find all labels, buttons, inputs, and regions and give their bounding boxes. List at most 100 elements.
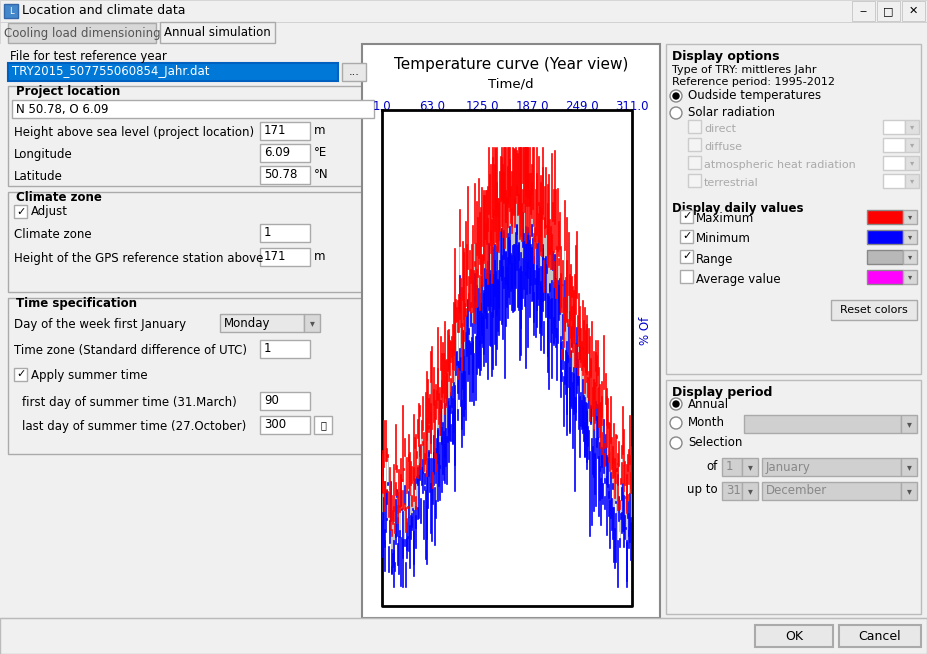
Text: N 50.78, O 6.09: N 50.78, O 6.09 xyxy=(16,103,108,116)
Bar xyxy=(8,86,378,186)
Bar xyxy=(852,1,875,21)
Bar xyxy=(903,270,917,284)
Bar xyxy=(903,230,917,244)
Text: ✕: ✕ xyxy=(908,6,918,16)
Bar xyxy=(867,270,903,284)
Text: Time zone (Standard difference of UTC): Time zone (Standard difference of UTC) xyxy=(14,344,247,357)
Text: Latitude: Latitude xyxy=(14,170,63,183)
Bar xyxy=(220,314,304,332)
Bar xyxy=(260,416,310,434)
Bar xyxy=(901,482,917,500)
Text: Type of TRY: mittleres Jahr: Type of TRY: mittleres Jahr xyxy=(672,65,817,75)
Text: 249.0: 249.0 xyxy=(565,100,599,113)
Text: Time specification: Time specification xyxy=(16,297,137,310)
Bar xyxy=(160,22,275,43)
Text: °N: °N xyxy=(314,169,329,182)
Text: up to: up to xyxy=(688,483,718,496)
Text: Solar radiation: Solar radiation xyxy=(688,107,775,120)
Bar xyxy=(883,138,905,152)
Text: ▾: ▾ xyxy=(747,462,753,472)
Bar xyxy=(314,416,332,434)
Text: File for test reference year: File for test reference year xyxy=(10,50,167,63)
Text: 311.0: 311.0 xyxy=(616,100,649,113)
Text: TRY2015_507755060854_Jahr.dat: TRY2015_507755060854_Jahr.dat xyxy=(12,65,210,78)
Bar xyxy=(755,625,833,647)
Text: Cancel: Cancel xyxy=(858,630,901,642)
Bar xyxy=(762,458,901,476)
Text: 6.09: 6.09 xyxy=(264,146,290,160)
Text: 187.0: 187.0 xyxy=(515,100,549,113)
Text: 63.0: 63.0 xyxy=(419,100,445,113)
Circle shape xyxy=(673,401,679,407)
Text: Climate zone: Climate zone xyxy=(16,191,102,204)
Bar xyxy=(362,44,660,618)
Bar xyxy=(867,210,903,224)
Text: 171: 171 xyxy=(264,250,286,264)
Bar xyxy=(905,120,919,134)
Bar xyxy=(14,368,27,381)
Text: terrestrial: terrestrial xyxy=(704,178,759,188)
Bar xyxy=(4,4,18,18)
Text: 31: 31 xyxy=(726,485,741,498)
Text: ▾: ▾ xyxy=(910,158,914,167)
Text: 📅: 📅 xyxy=(320,420,326,430)
Text: atmospheric heat radiation: atmospheric heat radiation xyxy=(704,160,856,170)
Text: ▾: ▾ xyxy=(908,252,912,262)
Bar xyxy=(260,340,310,358)
Bar xyxy=(8,298,378,454)
Bar xyxy=(877,1,900,21)
Bar xyxy=(260,144,310,162)
Bar xyxy=(260,392,310,410)
Text: of: of xyxy=(706,460,718,472)
Text: Display options: Display options xyxy=(672,50,780,63)
Bar xyxy=(14,205,27,218)
Bar xyxy=(688,156,701,169)
Bar xyxy=(342,63,366,81)
Text: January: January xyxy=(766,460,811,473)
Text: Oudside temperatures: Oudside temperatures xyxy=(688,90,821,103)
Text: ✓: ✓ xyxy=(682,252,692,262)
Text: Climate zone: Climate zone xyxy=(14,228,92,241)
Bar xyxy=(901,458,917,476)
Text: Cooling load dimensioning: Cooling load dimensioning xyxy=(4,27,160,39)
Bar xyxy=(8,23,156,43)
Circle shape xyxy=(670,107,682,119)
Bar xyxy=(839,625,921,647)
Bar xyxy=(304,314,320,332)
Bar xyxy=(742,458,758,476)
Bar xyxy=(0,44,927,618)
Text: Height of the GPS reference station above: Height of the GPS reference station abov… xyxy=(14,252,263,265)
Bar xyxy=(744,415,901,433)
Text: 1: 1 xyxy=(264,343,272,356)
Bar xyxy=(8,192,378,292)
Text: Annual simulation: Annual simulation xyxy=(164,27,271,39)
Text: ✓: ✓ xyxy=(682,211,692,222)
Bar xyxy=(260,248,310,266)
Text: Temperature curve (Year view): Temperature curve (Year view) xyxy=(394,56,629,71)
Circle shape xyxy=(670,437,682,449)
Text: Maximum: Maximum xyxy=(696,213,755,226)
Bar xyxy=(905,174,919,188)
Bar xyxy=(12,100,374,118)
Bar xyxy=(905,156,919,170)
Text: 1.0: 1.0 xyxy=(373,100,391,113)
Bar xyxy=(680,270,693,283)
Bar xyxy=(883,174,905,188)
Text: Range: Range xyxy=(696,252,733,266)
Text: Display period: Display period xyxy=(672,386,772,399)
Text: last day of summer time (27.October): last day of summer time (27.October) xyxy=(22,420,247,433)
Bar xyxy=(762,482,901,500)
Text: Apply summer time: Apply summer time xyxy=(31,368,147,381)
Bar xyxy=(742,482,758,500)
Text: Location and climate data: Location and climate data xyxy=(22,5,185,18)
Bar xyxy=(666,44,921,374)
Text: m: m xyxy=(314,250,325,264)
Text: 125.0: 125.0 xyxy=(465,100,499,113)
Text: Height above sea level (project location): Height above sea level (project location… xyxy=(14,126,254,139)
Bar xyxy=(260,122,310,140)
Bar xyxy=(883,120,905,134)
Text: m: m xyxy=(314,124,325,137)
Text: direct: direct xyxy=(704,124,736,134)
Text: 90: 90 xyxy=(264,394,279,407)
Bar xyxy=(680,230,693,243)
